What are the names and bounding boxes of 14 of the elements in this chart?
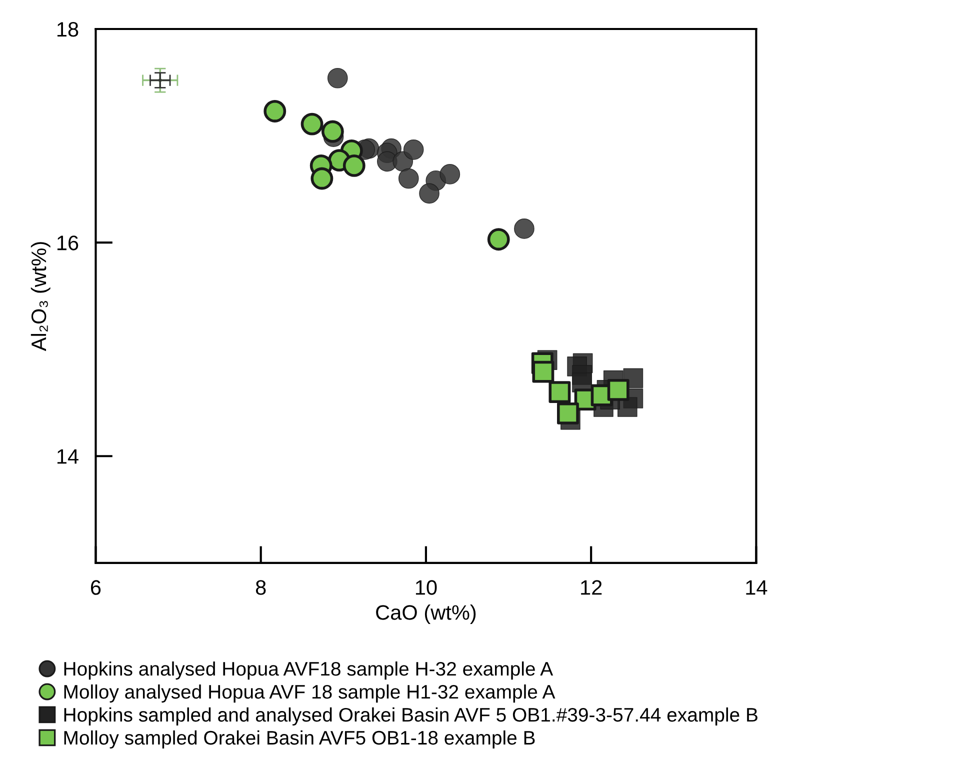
y-tick-label: 18: [57, 22, 78, 37]
legend-label: Hopkins sampled and analysed Orakei Basin AVF 5 OB1.#39-3-57.44 example B: [64, 707, 758, 726]
x-tick-label: 8: [256, 580, 266, 595]
y-tick-label: 16: [57, 236, 78, 250]
y-axis-title: Al₂O₃ (wt%): [30, 242, 50, 352]
x-tick-label: 10: [416, 580, 437, 595]
x-tick-label: 14: [746, 580, 768, 595]
legend-label: Molloy sampled Orakei Basin AVF5 OB1-18 example B: [64, 730, 535, 749]
x-axis-title: CaO (wt%): [376, 604, 476, 624]
x-tick-label: 6: [91, 580, 101, 595]
legend-label: Molloy analysed Hopua AVF 18 sample H1-32 example A: [64, 684, 556, 703]
x-tick-label: 12: [581, 580, 602, 595]
y-tick-label: 14: [57, 449, 78, 464]
legend-label: Hopkins analysed Hopua AVF18 sample H-32 example A: [64, 661, 554, 680]
